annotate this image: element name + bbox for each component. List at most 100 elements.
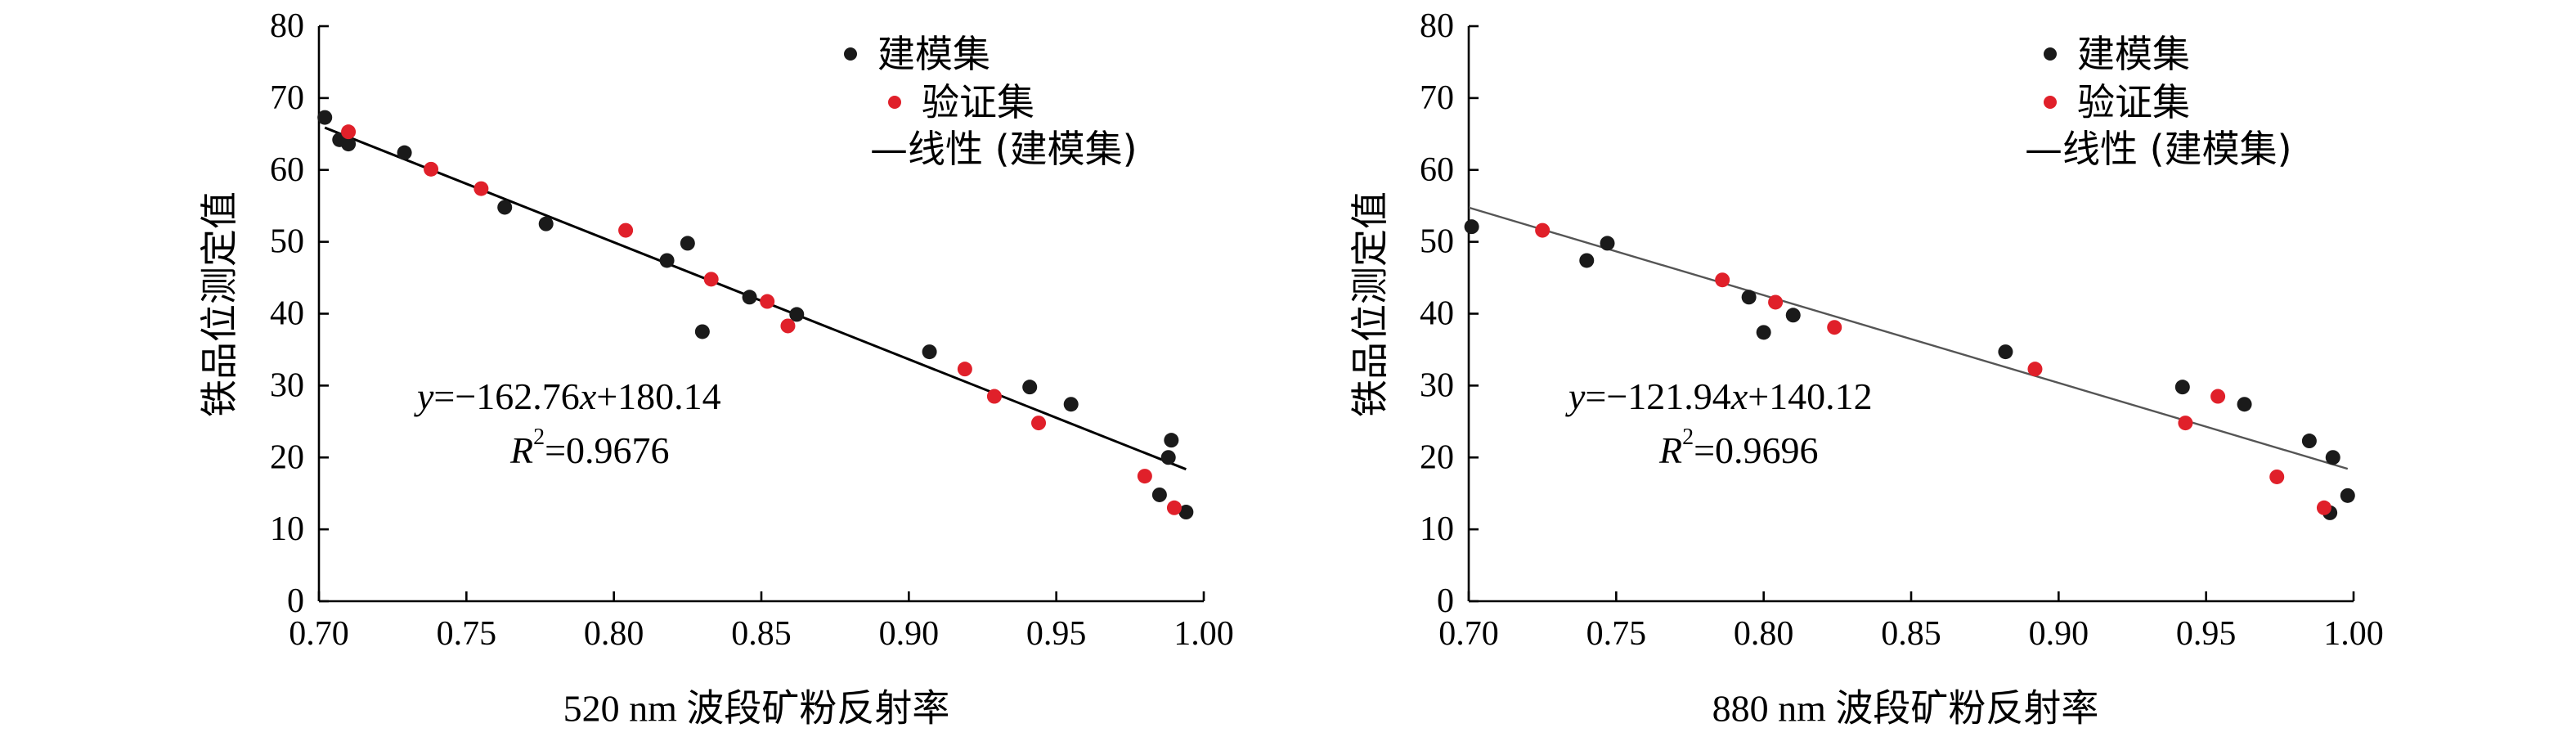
y-ticks: 0 10 20 30 40 50 60 70 80 <box>270 7 329 620</box>
data-point <box>1166 500 1182 515</box>
chart-right: 铁品位测定值 0 10 20 30 40 50 60 70 80 0.70 0.75 0.80 0.8… <box>1348 7 2384 730</box>
data-point <box>424 161 439 177</box>
y-tick-label: 80 <box>270 7 304 45</box>
data-point <box>2325 450 2340 465</box>
data-point <box>1827 320 1842 335</box>
data-point <box>317 110 333 125</box>
y-tick-label: 40 <box>270 295 304 333</box>
data-point <box>789 307 805 322</box>
data-point <box>1768 294 1784 310</box>
data-point <box>742 290 757 305</box>
points-validation <box>1535 222 2331 515</box>
x-tick-label: 0.80 <box>584 615 644 653</box>
data-point <box>780 318 796 334</box>
legend: 建模集 验证集 —线性 (建模集) <box>844 32 1138 171</box>
legend-label-linear: —线性 (建模集) <box>2025 127 2292 171</box>
data-point <box>1741 290 1757 305</box>
chart-left: 铁品位测定值 0 10 20 30 40 50 60 70 80 0.70 0.75 0.80 0.8… <box>197 7 1234 730</box>
y-tick-label: 10 <box>270 510 304 548</box>
x-tick-label: 1.00 <box>2323 615 2384 653</box>
data-point <box>341 124 357 140</box>
y-tick-label: 40 <box>1420 295 1454 333</box>
y-tick-label: 60 <box>1420 151 1454 189</box>
data-point <box>2301 434 2317 449</box>
points-validation <box>341 124 1182 515</box>
x-tick-label: 0.75 <box>437 615 497 653</box>
data-point <box>2340 488 2355 503</box>
data-point <box>1063 397 1079 412</box>
x-axis-title: 880 nm 波段矿粉反射率 <box>1712 688 2099 730</box>
y-tick-label: 50 <box>1420 223 1454 261</box>
y-tick-label: 10 <box>1420 510 1454 548</box>
data-point <box>659 253 675 268</box>
data-point <box>618 222 634 238</box>
x-tick-label: 0.70 <box>289 615 349 653</box>
y-tick-label: 70 <box>270 79 304 117</box>
data-point <box>473 181 489 196</box>
x-tick-label: 0.70 <box>1438 615 1499 653</box>
y-tick-label: 30 <box>270 366 304 404</box>
regression-equation: y=−121.94x+140.12 <box>1565 375 1873 417</box>
legend-marker-validation <box>888 96 901 109</box>
x-ticks: 0.70 0.75 0.80 0.85 0.90 0.95 1.00 <box>289 591 1234 653</box>
points-modeling <box>1464 219 2355 520</box>
x-tick-label: 0.85 <box>731 615 792 653</box>
y-axis-title: 铁品位测定值 <box>1348 191 1392 417</box>
data-point <box>703 272 719 287</box>
data-point <box>1031 416 1047 431</box>
legend-label-validation: 验证集 <box>922 80 1034 124</box>
data-point <box>1164 433 1179 448</box>
legend-marker-modeling <box>844 47 857 61</box>
regression-equation: y=−162.76x+180.14 <box>414 375 721 417</box>
data-point <box>1579 253 1595 268</box>
data-point <box>957 362 972 377</box>
r-squared: R2=0.9696 <box>1658 425 1819 471</box>
data-point <box>1715 272 1730 288</box>
data-point <box>680 236 695 251</box>
data-point <box>1785 308 1801 323</box>
data-point <box>497 200 513 215</box>
y-ticks: 0 10 20 30 40 50 60 70 80 <box>1420 7 1479 620</box>
y-tick-label: 80 <box>1420 7 1454 45</box>
x-tick-label: 1.00 <box>1174 615 1234 653</box>
x-tick-label: 0.95 <box>2176 615 2237 653</box>
data-point <box>2027 362 2043 377</box>
data-point <box>2178 416 2193 431</box>
data-point <box>1998 344 2013 360</box>
data-point <box>1600 236 1615 251</box>
data-point <box>2316 500 2331 515</box>
x-tick-label: 0.90 <box>879 615 940 653</box>
data-point <box>694 324 710 339</box>
data-point <box>1178 505 1194 520</box>
legend-label-validation: 验证集 <box>2077 80 2190 124</box>
x-tick-label: 0.95 <box>1026 615 1087 653</box>
data-point <box>986 389 1002 404</box>
data-point <box>1464 219 1479 235</box>
data-point <box>1137 469 1152 484</box>
x-ticks: 0.70 0.75 0.80 0.85 0.90 0.95 1.00 <box>1438 591 2384 653</box>
data-point <box>2237 397 2252 412</box>
data-point <box>2210 389 2226 404</box>
y-tick-label: 50 <box>270 223 304 261</box>
r-squared: R2=0.9676 <box>509 425 670 471</box>
data-point <box>1756 325 1771 340</box>
data-point <box>2269 469 2285 484</box>
trend-line <box>1468 206 2349 470</box>
y-tick-label: 0 <box>287 582 304 620</box>
y-tick-label: 20 <box>1420 438 1454 476</box>
legend: 建模集 验证集 —线性 (建模集) <box>2025 32 2292 171</box>
y-tick-label: 70 <box>1420 79 1454 117</box>
x-axis-title: 520 nm 波段矿粉反射率 <box>563 688 950 730</box>
data-point <box>1535 222 1551 238</box>
x-tick-label: 0.85 <box>1881 615 1941 653</box>
data-point <box>341 137 357 152</box>
legend-marker-modeling <box>2044 47 2057 61</box>
legend-label-modeling: 建模集 <box>877 32 990 76</box>
legend-label-linear: —线性 (建模集) <box>870 127 1138 171</box>
x-tick-label: 0.75 <box>1586 615 1647 653</box>
data-point <box>1022 380 1038 395</box>
data-point <box>397 145 412 160</box>
x-tick-label: 0.90 <box>2029 615 2089 653</box>
data-point <box>922 344 937 360</box>
